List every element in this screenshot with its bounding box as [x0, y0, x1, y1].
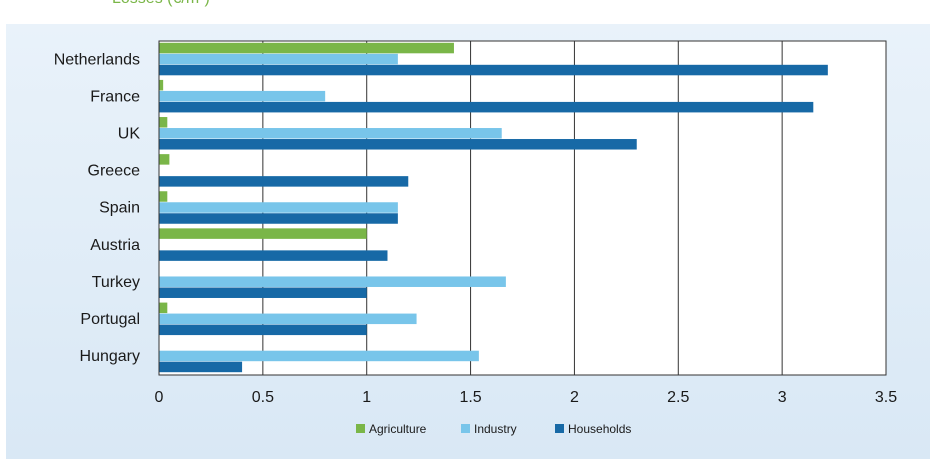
category-label-spain: Spain — [99, 200, 140, 217]
category-label-france: France — [90, 88, 140, 105]
chart-caption: Losses (€/m³) — [112, 0, 210, 8]
bar-agriculture-france — [159, 79, 164, 91]
legend-label-agriculture: Agriculture — [369, 422, 427, 436]
category-label-greece: Greece — [88, 163, 141, 180]
x-tick-label: 0 — [155, 389, 164, 406]
bar-agriculture-spain — [159, 191, 168, 202]
bar-agriculture-uk — [159, 117, 168, 128]
bar-households-uk — [159, 139, 637, 150]
x-tick-label: 2.5 — [667, 389, 689, 406]
bar-households-hungary — [159, 361, 243, 373]
x-tick-label: 1.5 — [459, 389, 481, 406]
bar-agriculture-greece — [159, 154, 170, 165]
bar-industry-portugal — [159, 313, 417, 325]
bar-agriculture-portugal — [159, 302, 168, 314]
bar-agriculture-netherlands — [159, 42, 454, 54]
category-label-austria: Austria — [90, 237, 140, 254]
bar-households-france — [159, 101, 814, 113]
x-tick-label: 2 — [570, 389, 579, 406]
bar-industry-france — [159, 90, 326, 102]
bar-industry-uk — [159, 128, 502, 139]
x-tick-label: 3.5 — [875, 389, 897, 406]
legend-label-industry: Industry — [474, 422, 517, 436]
legend-swatch-agriculture — [356, 424, 365, 433]
x-tick-label: 0.5 — [252, 389, 274, 406]
plot-frame — [158, 40, 887, 376]
bar-households-netherlands — [159, 64, 828, 76]
category-label-portugal: Portugal — [80, 311, 140, 328]
category-label-uk: UK — [118, 125, 141, 142]
legend-swatch-industry — [461, 424, 470, 433]
bar-industry-turkey — [159, 276, 506, 287]
bar-households-spain — [159, 213, 398, 224]
bar-households-austria — [159, 250, 388, 261]
category-label-netherlands: Netherlands — [54, 51, 140, 68]
bar-industry-hungary — [159, 350, 479, 362]
bar-households-greece — [159, 176, 409, 187]
bar-agriculture-austria — [159, 228, 367, 239]
x-tick-label: 3 — [778, 389, 787, 406]
bar-industry-spain — [159, 202, 398, 213]
bar-industry-netherlands — [159, 53, 398, 65]
legend-swatch-households — [555, 424, 564, 433]
legend-label-households: Households — [568, 422, 631, 436]
bar-households-turkey — [159, 287, 367, 298]
category-label-hungary: Hungary — [80, 348, 140, 365]
bar-households-portugal — [159, 324, 367, 336]
category-label-turkey: Turkey — [92, 274, 140, 291]
x-tick-label: 1 — [362, 389, 371, 406]
